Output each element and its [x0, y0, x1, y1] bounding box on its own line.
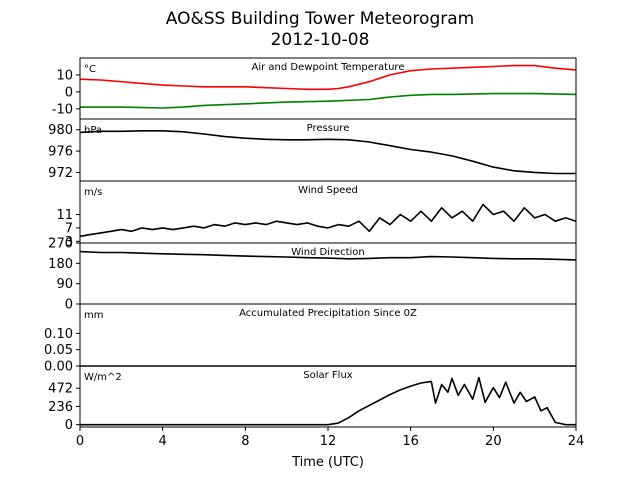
y-tick-label-wind_speed: 3 — [65, 235, 73, 250]
y-tick-label-pressure: 980 — [48, 123, 73, 138]
chart-subtitle: 2012-10-08 — [271, 30, 370, 50]
x-tick-label: 0 — [76, 434, 84, 449]
panel-unit-pressure: hPa — [84, 125, 102, 136]
panel-title-wind_speed: Wind Speed — [298, 185, 358, 196]
chart-title: AO&SS Building Tower Meteorogram — [166, 9, 474, 29]
y-tick-label-solar: 0 — [65, 418, 73, 433]
y-tick-label-solar: 472 — [48, 382, 73, 397]
y-tick-label-temp: -10 — [52, 102, 73, 117]
panel-unit-precip: mm — [84, 310, 103, 321]
y-tick-label-temp: 10 — [56, 68, 73, 83]
panel-unit-temp: °C — [84, 64, 96, 75]
panel-precip: 0.100.05 0.00 mm Accumulated Precipitation … — [44, 303, 577, 375]
y-tick-label-pressure: 972 — [48, 166, 73, 181]
panel-solar: 472 236 0 W/m^2 Solar Flux — [48, 365, 577, 433]
y-tick-label-precip: 0.05 — [44, 343, 73, 358]
x-axis: 0 4 8 12 16 20 24 — [76, 427, 584, 449]
panel-pressure: 980 976 972 hPa Pressure — [48, 118, 577, 182]
y-tick-label-pressure: 976 — [48, 145, 73, 160]
series-line-pressure-0 — [79, 130, 576, 175]
panel-unit-solar: W/m^2 — [84, 372, 122, 383]
series-line-temp-0 — [79, 64, 577, 91]
series-line-wind_dir-0 — [79, 250, 577, 261]
y-tick-label-wind_dir: 0 — [65, 298, 73, 313]
panel-title-wind_dir: Wind Direction — [291, 247, 365, 258]
x-tick-label: 24 — [568, 434, 585, 449]
y-tick-label-wind_dir: 270 — [48, 237, 73, 252]
y-tick-label-wind_dir: 90 — [56, 277, 73, 292]
series-line-solar-0 — [80, 376, 576, 426]
x-tick-label: 8 — [241, 434, 249, 449]
y-tick-label-wind_speed: 11 — [56, 208, 73, 223]
x-tick-label: 12 — [320, 434, 337, 449]
x-tick-label: 4 — [159, 434, 167, 449]
y-tick-label-precip: 0.00 — [44, 360, 73, 375]
y-tick-label-temp: 0 — [65, 85, 73, 100]
panel-title-solar: Solar Flux — [303, 370, 353, 381]
panel-title-precip: Accumulated Precipitation Since 0Z — [239, 308, 417, 319]
panels-group: 100-10°C Air and Dewpoint Temperature9809… — [44, 57, 577, 433]
y-tick-label-solar: 236 — [48, 400, 73, 415]
x-tick-label: 16 — [402, 434, 419, 449]
panel-title-temp: Air and Dewpoint Temperature — [252, 62, 405, 73]
panel-title-pressure: Pressure — [307, 123, 350, 134]
y-tick-label-wind_dir: 180 — [48, 257, 73, 272]
x-tick-label: 20 — [485, 434, 502, 449]
y-tick-label-wind_speed: 7 — [65, 221, 73, 236]
series-line-wind_speed-0 — [79, 203, 577, 238]
series-line-temp-1 — [80, 92, 577, 109]
x-axis-label: Time (UTC) — [291, 455, 364, 470]
panel-temp: 10 0 -10 °C Air and Dewpoint Temperature — [52, 57, 577, 120]
panel-unit-wind_speed: m/s — [84, 187, 102, 198]
panel-wind_dir: 270 180 90 0 Wind Direction — [48, 237, 577, 313]
y-tick-label-precip: 0.10 — [44, 327, 73, 342]
